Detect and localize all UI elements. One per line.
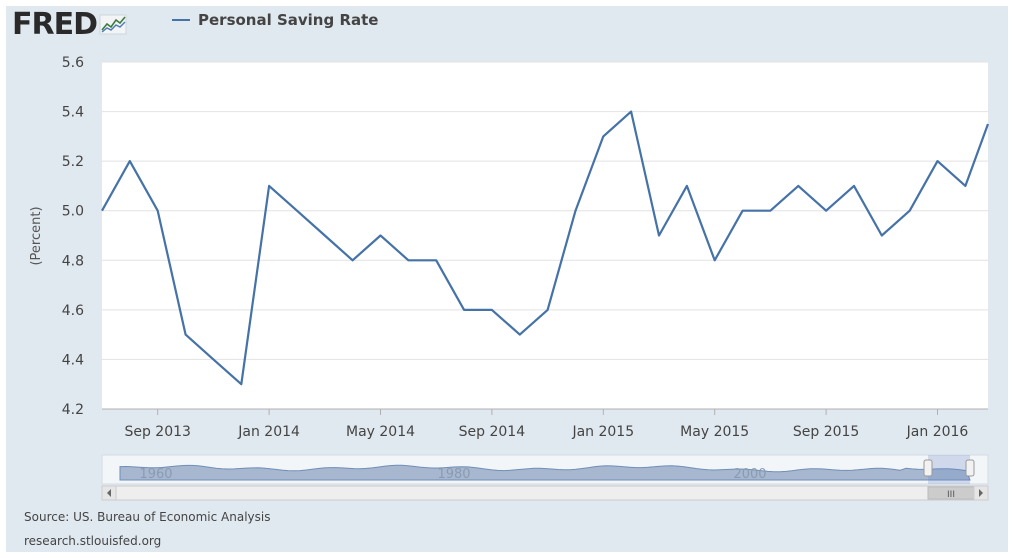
y-tick-label: 5.6	[62, 55, 84, 71]
y-tick-label: 4.6	[62, 303, 84, 319]
plot-background	[102, 62, 988, 409]
navigator-year-label: 2000	[733, 467, 766, 482]
y-tick-label: 4.8	[62, 253, 84, 269]
navigator-labels: 1960 1980 2000	[139, 467, 766, 482]
scroll-left-arrow-icon	[107, 489, 111, 497]
y-tick-label: 4.4	[62, 352, 84, 368]
x-tick-label: Sep 2013	[124, 424, 190, 440]
x-tick-label: Jan 2014	[237, 424, 300, 440]
fred-logo-text: FRED	[12, 6, 98, 42]
x-tick-label: Sep 2014	[459, 424, 526, 440]
navigator[interactable]: 1960 1980 2000	[101, 454, 989, 485]
scroll-thumb-grip: III	[947, 490, 955, 500]
y-tick-label: 4.2	[62, 402, 84, 418]
x-axis-ticks: Sep 2013 Jan 2014 May 2014 Sep 2014 Jan 2015…	[102, 408, 988, 440]
x-tick-label: Jan 2015	[571, 424, 634, 440]
y-axis-title: (Percent)	[29, 206, 44, 265]
x-tick-label: May 2014	[346, 424, 415, 440]
y-tick-label: 5.0	[62, 204, 84, 220]
y-tick-label: 5.4	[62, 105, 84, 121]
scrollbar-track[interactable]	[101, 485, 989, 501]
site-link[interactable]: research.stlouisfed.org	[24, 534, 162, 548]
series-layer	[101, 110, 990, 386]
navigator-series-area	[119, 464, 971, 481]
fred-chart-icon	[99, 14, 127, 35]
scrollbar[interactable]: III	[101, 485, 989, 501]
legend[interactable]: Personal Saving Rate	[172, 8, 378, 32]
fred-logo[interactable]: FRED	[12, 6, 129, 42]
x-tick-label: May 2015	[680, 424, 749, 440]
navigator-selected-range	[928, 455, 970, 484]
x-tick-label: Jan 2016	[906, 424, 969, 440]
y-tick-label: 5.2	[62, 154, 84, 170]
series-line	[101, 110, 990, 386]
scroll-right-arrow-icon	[979, 489, 983, 497]
legend-label: Personal Saving Rate	[198, 11, 379, 29]
y-axis-ticks: 4.2 4.4 4.6 4.8 5.0 5.2 5.4 5.6	[62, 55, 84, 418]
source-note: Source: US. Bureau of Economic Analysis	[24, 510, 271, 524]
legend-swatch	[172, 19, 190, 21]
x-tick-label: Sep 2015	[793, 424, 859, 440]
navigator-right-handle[interactable]	[965, 459, 975, 477]
navigator-year-label: 1980	[437, 467, 470, 482]
navigator-year-label: 1960	[139, 467, 172, 482]
navigator-left-handle[interactable]	[923, 459, 933, 477]
